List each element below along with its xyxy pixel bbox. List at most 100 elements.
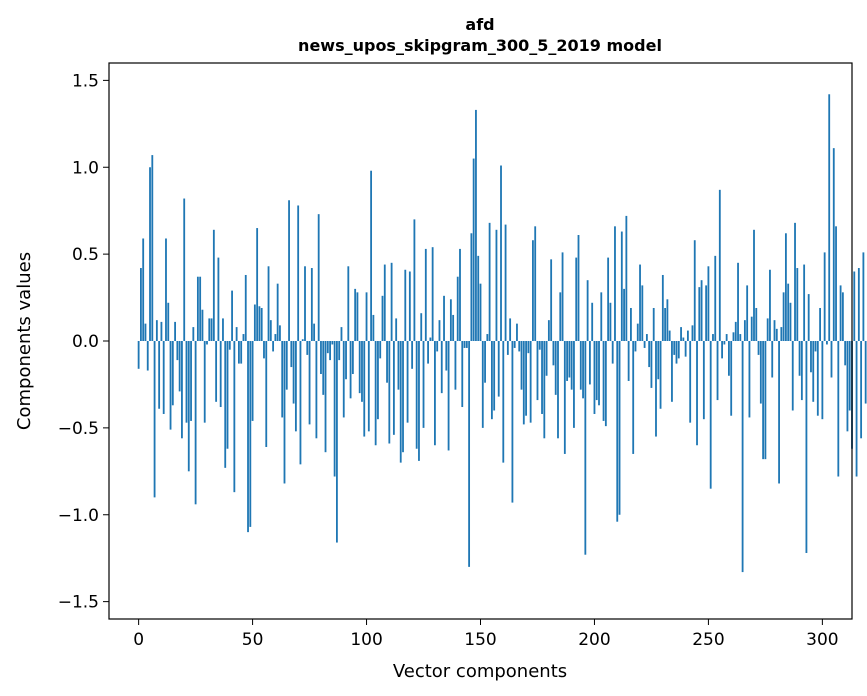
x-axis-label: Vector components [393,661,567,682]
bar-235 [673,341,676,355]
bar-219 [636,323,639,342]
bar-32 [210,318,213,341]
bar-243 [691,325,694,341]
bar-288 [794,222,796,341]
bar-283 [782,292,785,341]
bar-8 [155,320,158,341]
bar-317 [860,341,863,439]
bar-269 [750,316,753,341]
bar-233 [668,330,671,341]
bar-89 [340,327,343,341]
y-tick-label-0: −1.5 [58,593,99,613]
bar-265 [741,341,744,573]
bar-206 [607,257,610,341]
bar-280 [775,328,778,341]
bar-116 [402,341,404,453]
bar-26 [196,276,199,341]
bar-293 [805,341,808,553]
bar-173 [532,240,534,341]
bar-178 [543,341,546,439]
bar-121 [413,219,416,341]
bar-19 [181,341,183,439]
bar-153 [486,334,489,341]
bar-315 [855,341,858,477]
bar-96 [356,292,359,341]
bar-260 [730,341,733,416]
bar-193 [577,235,580,341]
bar-289 [796,268,799,341]
bar-279 [773,320,776,341]
bar-16 [174,321,176,341]
bar-202 [598,341,600,406]
bar-74 [306,341,309,355]
bar-49 [249,341,252,527]
bar-225 [650,341,653,388]
bar-294 [807,294,810,341]
bar-0 [137,341,140,369]
bar-152 [484,341,486,383]
chart-title-line-1: afd [465,15,494,34]
bar-105 [377,341,379,420]
bar-261 [732,332,735,341]
bar-71 [299,341,302,465]
bar-238 [680,327,682,341]
bar-84 [329,341,331,361]
bar-266 [743,320,746,341]
bar-28 [201,309,204,341]
bar-210 [616,341,619,522]
bar-85 [331,341,334,345]
bar-285 [787,283,790,341]
bar-36 [219,341,222,408]
bar-151 [481,341,484,428]
bar-177 [541,341,543,414]
bar-299 [819,307,821,341]
bar-78 [315,341,318,439]
bar-150 [479,283,482,341]
bar-143 [463,341,466,348]
bar-106 [379,341,382,359]
bar-314 [853,271,856,341]
bar-98 [361,341,363,402]
bar-185 [559,292,562,341]
bar-66 [288,200,290,341]
bar-308 [839,285,842,341]
bar-256 [721,341,723,359]
bar-187 [563,341,566,454]
bar-90 [342,341,345,418]
x-tick-label-200: 200 [578,630,610,650]
bar-257 [723,341,726,345]
bar-122 [415,341,418,449]
bar-69 [294,341,297,432]
y-axis-label: Components values [14,252,35,430]
bar-258 [725,334,728,341]
bar-167 [518,341,521,352]
bar-274 [762,341,765,460]
bar-25 [194,341,197,505]
x-tick-label-100: 100 [350,630,382,650]
bar-295 [810,341,812,373]
bar-94 [351,341,354,375]
bar-23 [190,341,192,421]
bar-1 [140,268,142,341]
bar-140 [456,276,459,341]
bar-117 [404,269,407,341]
bar-196 [584,341,587,555]
bar-24 [192,327,195,341]
y-tick-label-3: 0.0 [72,332,99,352]
bar-103 [372,314,375,341]
bar-20 [183,198,186,341]
bar-221 [641,285,644,341]
bar-110 [388,341,391,444]
bar-51 [253,304,256,341]
bar-59 [272,341,275,352]
bar-48 [247,341,249,533]
bar-137 [449,299,452,341]
bar-102 [370,170,373,341]
bar-138 [452,314,455,341]
y-tick-label-4: 0.5 [72,245,99,265]
bar-273 [759,341,762,404]
bar-222 [643,341,646,348]
bar-252 [712,334,714,341]
bar-182 [552,341,555,366]
bar-282 [780,327,783,341]
